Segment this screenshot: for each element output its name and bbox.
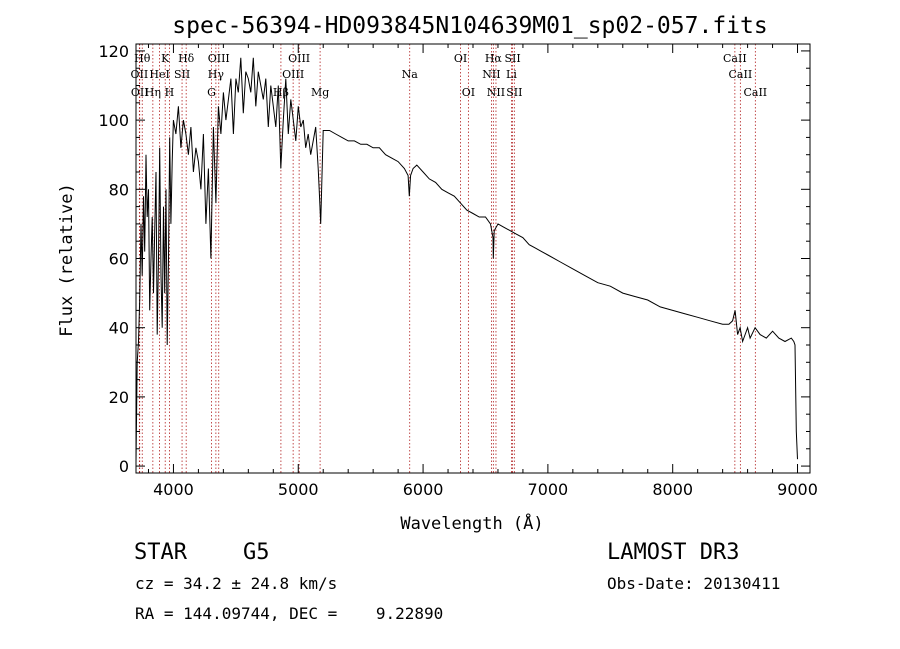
y-tick-label-2: 40 bbox=[109, 319, 129, 338]
plot-frame bbox=[135, 43, 811, 474]
line-label-8: Hδ bbox=[178, 52, 195, 65]
spectral-line-markers bbox=[138, 44, 756, 473]
line-label-24: SII bbox=[506, 86, 522, 99]
line-label-2: OII bbox=[131, 86, 149, 99]
sky-coordinates: RA = 144.09744, DEC = 9.22890 bbox=[135, 604, 444, 623]
x-tick-label-5: 9000 bbox=[777, 480, 818, 499]
y-tick-label-3: 60 bbox=[109, 250, 129, 269]
line-label-4: HeI bbox=[149, 68, 169, 81]
line-label-26: CaII bbox=[729, 68, 753, 81]
spectral-subclass: G5 bbox=[243, 540, 270, 565]
y-tick-label-0: 0 bbox=[119, 457, 129, 476]
line-label-18: OI bbox=[462, 86, 475, 99]
x-tick-label-1: 5000 bbox=[278, 480, 319, 499]
line-label-11: G bbox=[207, 86, 216, 99]
x-axis-ticks: 4000 5000 6000 7000 8000 9000 bbox=[147, 44, 818, 499]
object-type: STAR bbox=[134, 540, 187, 565]
chart-title: spec-56394-HD093845N104639M01_sp02-057.f… bbox=[172, 13, 767, 39]
x-axis-label: Wavelength (Å) bbox=[400, 512, 543, 534]
x-tick-label-3: 7000 bbox=[528, 480, 569, 499]
line-label-10: Hγ bbox=[208, 68, 225, 81]
line-label-6: H bbox=[165, 86, 175, 99]
line-label-13: OIII bbox=[288, 52, 310, 65]
line-label-19: Hα bbox=[485, 52, 503, 65]
y-axis-label: Flux (relative) bbox=[57, 183, 77, 337]
line-label-23: Li bbox=[506, 68, 517, 81]
line-label-0: Hθ bbox=[134, 52, 151, 65]
line-label-22: SII bbox=[504, 52, 520, 65]
redshift-cz: cz = 34.2 ± 24.8 km/s bbox=[135, 574, 338, 593]
survey-release: LAMOST DR3 bbox=[607, 540, 740, 565]
line-label-27: CaII bbox=[743, 86, 767, 99]
line-label-25: CaII bbox=[723, 52, 747, 65]
x-tick-label-0: 4000 bbox=[153, 480, 194, 499]
flux-series-line bbox=[135, 57, 798, 463]
line-label-17: OI bbox=[454, 52, 467, 65]
y-tick-label-6: 120 bbox=[98, 42, 129, 61]
line-label-1: OII bbox=[131, 68, 149, 81]
observation-date: Obs-Date: 20130411 bbox=[607, 574, 781, 593]
y-axis-ticks: 0 20 40 60 80 100 120 bbox=[98, 42, 810, 476]
line-label-20: NII bbox=[482, 68, 500, 81]
y-tick-label-4: 80 bbox=[109, 180, 129, 199]
y-tick-label-5: 100 bbox=[98, 111, 129, 130]
line-label-21: NII bbox=[487, 86, 505, 99]
y-tick-label-1: 20 bbox=[109, 388, 129, 407]
x-tick-label-4: 8000 bbox=[652, 480, 693, 499]
line-label-5: K bbox=[161, 52, 170, 65]
line-label-16: Na bbox=[402, 68, 419, 81]
x-tick-label-2: 6000 bbox=[403, 480, 444, 499]
line-label-7: SII bbox=[174, 68, 190, 81]
line-label-14: OIII bbox=[282, 68, 304, 81]
line-label-3: Hη bbox=[145, 86, 161, 99]
line-label-15: Mg bbox=[311, 86, 329, 99]
line-label-9: OIII bbox=[208, 52, 230, 65]
